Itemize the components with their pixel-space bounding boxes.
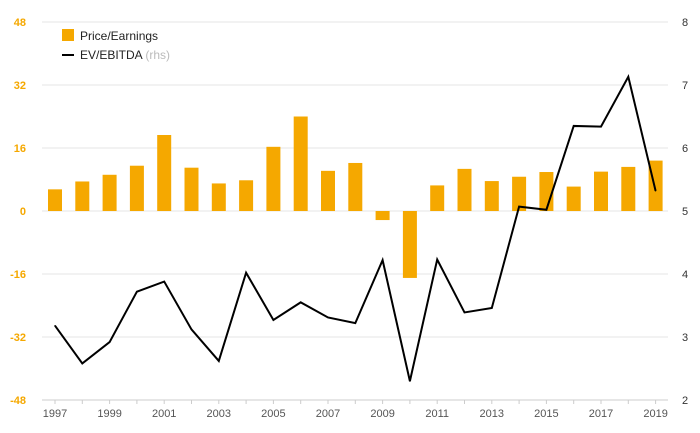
point-ev-ebitda — [573, 125, 575, 127]
point-ev-ebitda — [109, 341, 111, 343]
bar-price-earnings — [102, 174, 117, 211]
legend-rhs-note: (rhs) — [145, 48, 170, 62]
bar-price-earnings — [75, 181, 90, 211]
legend: Price/Earnings EV/EBITDA (rhs) — [62, 29, 170, 62]
bar-price-earnings — [157, 135, 172, 211]
x-tick-label: 1997 — [43, 408, 67, 420]
left-tick-label: -32 — [10, 332, 26, 344]
x-tick-label: 2003 — [207, 408, 231, 420]
bar-price-earnings — [239, 180, 254, 211]
bar-price-earnings — [321, 170, 335, 211]
point-ev-ebitda — [190, 328, 193, 331]
point-ev-ebitda — [163, 280, 165, 283]
bar-price-earnings — [594, 171, 608, 211]
x-tick-label: 1999 — [97, 408, 121, 420]
price-earnings-bars — [48, 116, 663, 278]
point-ev-ebitda — [245, 272, 247, 274]
point-ev-ebitda — [81, 362, 83, 365]
ev-ebitda-line-group — [54, 74, 657, 382]
right-tick-label: 3 — [682, 332, 688, 344]
legend-label-price-earnings: Price/Earnings — [80, 29, 158, 43]
point-ev-ebitda — [327, 316, 329, 319]
point-ev-ebitda — [272, 319, 274, 321]
x-tick-label: 2013 — [480, 408, 504, 420]
bar-price-earnings — [293, 116, 308, 211]
right-axis: 8 7 6 5 4 3 2 — [682, 17, 688, 407]
legend-ev-ebitda-name: EV/EBITDA — [80, 48, 143, 62]
x-tick-label: 2005 — [261, 408, 285, 420]
legend-swatch-price-earnings — [62, 29, 74, 41]
grid-lines — [42, 21, 668, 401]
point-ev-ebitda — [218, 360, 220, 362]
left-tick-label: 32 — [14, 80, 26, 92]
bar-price-earnings — [129, 165, 144, 211]
x-tick-label: 2019 — [643, 408, 667, 420]
point-ev-ebitda — [436, 258, 438, 261]
right-tick-label: 4 — [682, 269, 688, 281]
point-ev-ebitda — [409, 380, 411, 382]
point-ev-ebitda — [491, 307, 493, 309]
point-ev-ebitda — [54, 325, 56, 327]
left-tick-label: -48 — [10, 395, 26, 407]
bar-price-earnings — [430, 185, 445, 211]
bar-price-earnings — [348, 162, 363, 211]
point-ev-ebitda — [463, 311, 466, 314]
left-axis: 48 32 16 0 -16 -32 -48 — [10, 17, 26, 407]
right-tick-label: 6 — [682, 143, 688, 155]
ev-ebitda-line — [54, 74, 657, 382]
left-tick-label: -16 — [10, 269, 26, 281]
bar-price-earnings — [266, 146, 281, 211]
point-ev-ebitda — [518, 205, 520, 208]
left-tick-label: 48 — [14, 17, 26, 29]
bar-price-earnings — [211, 183, 226, 211]
right-tick-label: 8 — [682, 17, 688, 29]
left-tick-label: 16 — [14, 143, 26, 155]
bar-price-earnings — [621, 166, 636, 211]
bar-price-earnings — [457, 168, 472, 211]
x-tick-label: 2015 — [534, 408, 558, 420]
point-ev-ebitda — [300, 301, 302, 303]
bar-price-earnings — [48, 189, 62, 211]
bar-price-earnings — [184, 167, 199, 211]
right-tick-label: 5 — [682, 206, 688, 218]
x-tick-label: 2001 — [152, 408, 176, 420]
point-ev-ebitda — [382, 259, 384, 261]
right-tick-label: 2 — [682, 395, 688, 407]
bar-price-earnings — [402, 211, 417, 278]
point-ev-ebitda — [627, 76, 629, 78]
x-tick-label: 2007 — [316, 408, 340, 420]
bar-price-earnings — [566, 186, 581, 211]
x-tick-label: 2011 — [425, 408, 449, 420]
x-axis: 1997 1999 2001 2003 2005 2007 2009 2011 2013 2015… — [43, 400, 668, 420]
x-tick-label: 2009 — [370, 408, 394, 420]
point-ev-ebitda — [545, 209, 548, 211]
left-tick-label: 0 — [20, 206, 26, 218]
point-ev-ebitda — [600, 125, 602, 128]
point-ev-ebitda — [136, 291, 138, 293]
x-tick-label: 2017 — [589, 408, 613, 420]
bar-price-earnings — [484, 181, 499, 211]
bar-price-earnings — [512, 176, 527, 211]
legend-label-ev-ebitda: EV/EBITDA (rhs) — [80, 48, 170, 62]
point-ev-ebitda — [655, 190, 657, 192]
right-tick-label: 7 — [682, 80, 688, 92]
point-ev-ebitda — [354, 322, 356, 324]
bar-price-earnings — [375, 211, 390, 221]
